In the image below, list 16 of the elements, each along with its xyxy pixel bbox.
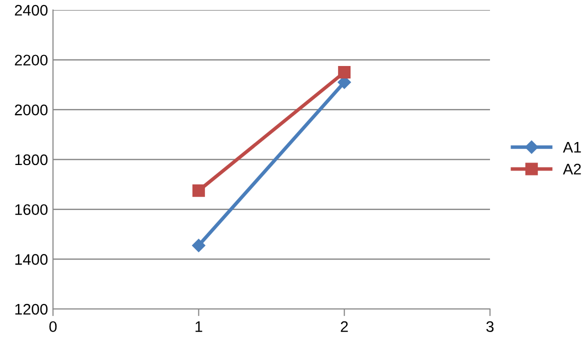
- point: [192, 238, 206, 252]
- x-tick-label: 3: [486, 321, 494, 332]
- y-tick-label: 2000: [14, 104, 48, 116]
- y-tick-label: 1600: [15, 204, 48, 216]
- point: [192, 184, 205, 197]
- x-tick-label: 2: [340, 321, 348, 332]
- y-tick-label: 1200: [15, 304, 48, 315]
- x-tick-label: 0: [49, 321, 57, 332]
- y-tick-label: 1800: [15, 154, 48, 166]
- y-tick-label: 2200: [14, 54, 48, 66]
- y-tick-label: 2400: [14, 4, 48, 16]
- legend-label: A1: [562, 142, 581, 153]
- point: [338, 66, 351, 79]
- legend-label: A2: [562, 164, 581, 174]
- y-tick-label: 1400: [15, 254, 48, 265]
- x-tick-label: 1: [196, 321, 202, 332]
